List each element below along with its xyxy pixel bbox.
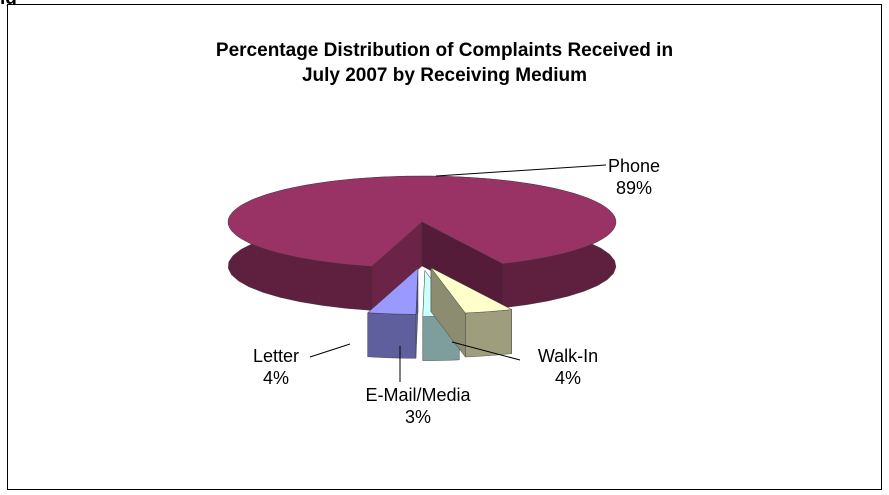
slice-letter [367, 267, 419, 359]
slice-name-phone: Phone [607, 156, 661, 176]
slice-wall-letter [367, 312, 417, 359]
chart-title-line-2: July 2007 by Receiving Medium [301, 65, 588, 86]
slice-percent-phone: 89% [615, 178, 653, 198]
chart-title: Percentage Distribution of Complaints Re… [0, 38, 889, 88]
leader-lines [309, 164, 607, 382]
slice-phone [227, 175, 617, 311]
leader-line-letter [309, 343, 351, 358]
slice-walk-in [430, 267, 513, 358]
chart-title-line-1: Percentage Distribution of Complaints Re… [215, 40, 674, 61]
slice-percent-email-media: 3% [404, 407, 431, 427]
slice-label-letter: Letter 4% [236, 345, 316, 389]
slice-top-walk-in [430, 267, 513, 314]
slice-name-letter: Letter [252, 346, 300, 366]
slice-label-walk-in: Walk-In 4% [518, 345, 618, 389]
slice-label-email-media: E-Mail/Media 3% [348, 384, 488, 428]
slice-name-email-media: E-Mail/Media [365, 385, 471, 405]
leader-line-phone [435, 164, 607, 177]
slice-percent-walk-in: 4% [554, 368, 581, 388]
slice-label-phone: Phone 89% [584, 155, 684, 199]
leader-line-walk-in [451, 341, 521, 361]
slice-percent-letter: 4% [262, 368, 289, 388]
slice-top-letter [367, 267, 419, 315]
slice-name-walk-in: Walk-In [537, 346, 599, 366]
slice-top-phone [227, 175, 617, 267]
slice-wall-walk-in [465, 309, 512, 358]
pie-slices [227, 175, 617, 361]
